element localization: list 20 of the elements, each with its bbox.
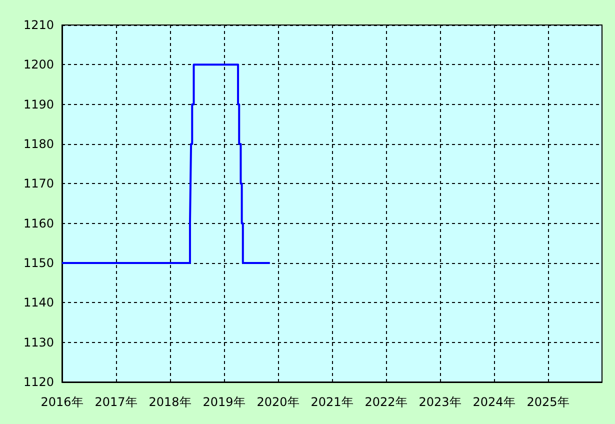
x-tick-label: 2023年 bbox=[418, 395, 462, 409]
y-tick-label: 1120 bbox=[23, 375, 54, 389]
x-tick-label: 2021年 bbox=[310, 395, 354, 409]
x-tick-label: 2020年 bbox=[256, 395, 300, 409]
y-tick-label: 1130 bbox=[23, 335, 54, 350]
x-tick-label: 2017年 bbox=[94, 395, 138, 409]
x-tick-label: 2018年 bbox=[148, 395, 192, 409]
y-tick-label: 1170 bbox=[23, 176, 54, 191]
x-tick-label: 2019年 bbox=[202, 395, 246, 409]
y-tick-label: 1180 bbox=[23, 137, 54, 151]
y-tick-label: 1150 bbox=[23, 256, 54, 270]
y-tick-label: 1200 bbox=[23, 58, 54, 72]
x-tick-label: 2016年 bbox=[40, 395, 84, 409]
y-tick-label: 1140 bbox=[23, 296, 54, 310]
x-tick-label: 2022年 bbox=[364, 395, 408, 409]
y-tick-label: 1210 bbox=[23, 18, 54, 32]
x-tick-label: 2024年 bbox=[472, 395, 516, 409]
x-tick-label: 2025年 bbox=[526, 395, 570, 409]
y-tick-label: 1160 bbox=[23, 216, 54, 230]
y-tick-label: 1190 bbox=[23, 97, 54, 112]
